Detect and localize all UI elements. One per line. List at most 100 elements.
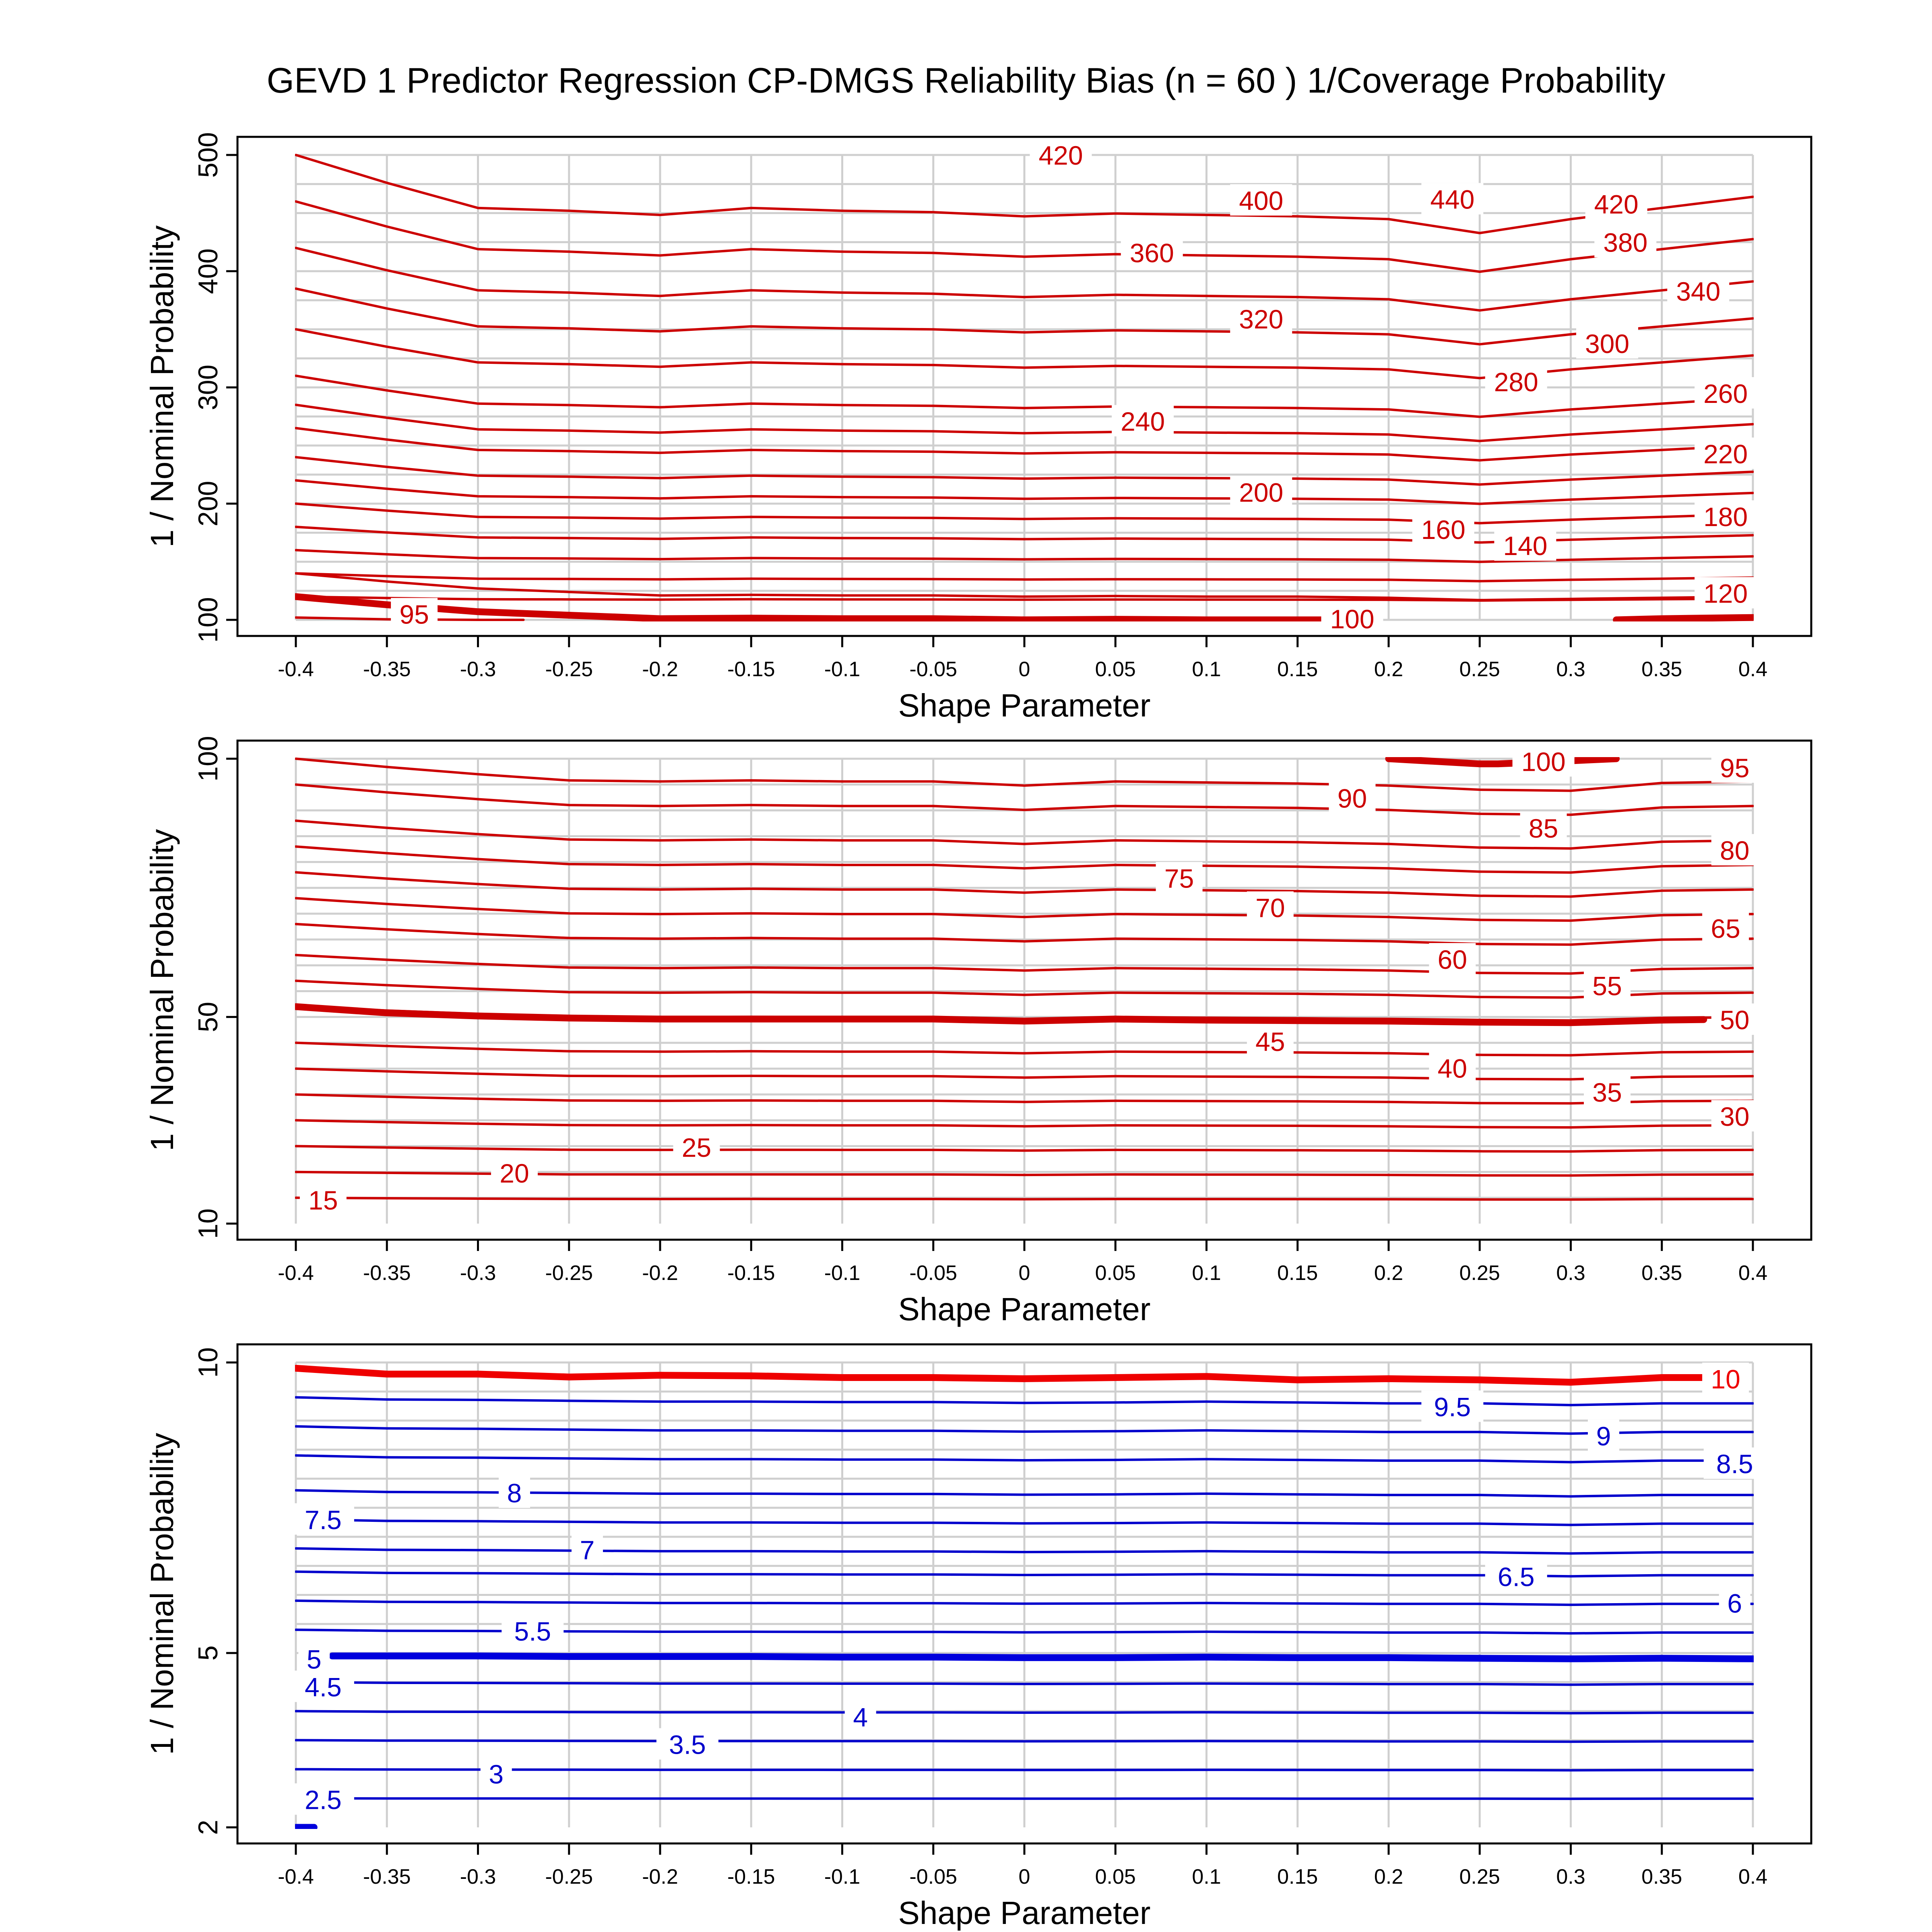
- contour-label: 70: [1255, 893, 1285, 923]
- contour-label: 95: [1720, 753, 1749, 783]
- contour-line: [295, 845, 1754, 874]
- x-axis-label: Shape Parameter: [898, 687, 1150, 723]
- contour-label-bg: [299, 1183, 347, 1215]
- contour-line: [295, 479, 1754, 505]
- contour-label-bg: [1121, 236, 1183, 268]
- x-tick-label: 0.1: [1192, 1865, 1221, 1889]
- contour-line: [295, 954, 1754, 975]
- contour-line: [295, 1739, 1754, 1743]
- contour-label-bg: [673, 1131, 720, 1163]
- contour-label-bg: [1703, 1447, 1766, 1479]
- contour-label-bg: [1485, 1560, 1547, 1592]
- y-tick-label: 10: [193, 1347, 223, 1378]
- contour-label-bg: [1711, 751, 1758, 783]
- x-tick-label: 0.1: [1192, 1261, 1221, 1285]
- x-tick-label: 0: [1019, 658, 1030, 681]
- x-tick-label: 0.4: [1738, 1261, 1767, 1285]
- x-tick-label: -0.25: [545, 1865, 593, 1889]
- x-tick-label: -0.15: [727, 1261, 775, 1285]
- contour-line: [295, 287, 1754, 346]
- contour-label-bg: [1494, 529, 1556, 561]
- contour-label-bg: [292, 1670, 354, 1702]
- contour-label: 420: [1594, 189, 1639, 219]
- contour-label-bg: [1156, 862, 1203, 894]
- contour-label-bg: [1321, 603, 1383, 634]
- contour-label-bg: [1230, 303, 1292, 334]
- contour-label: 20: [500, 1158, 529, 1188]
- contour-line-bold: [295, 1003, 1707, 1026]
- contour-line: [295, 502, 1754, 524]
- contour-label: 440: [1430, 185, 1474, 215]
- contour-label: 100: [1330, 604, 1374, 634]
- contour-label: 9.5: [1434, 1392, 1471, 1422]
- x-axis: -0.4 -0.35 -0.3 -0.25 -0.2 -0.15 -0.1 -0.05 0 0.0…: [278, 1843, 1767, 1889]
- contour-label: 7: [580, 1535, 595, 1565]
- x-tick-label: 0.2: [1374, 1865, 1403, 1889]
- contour-label: 180: [1703, 502, 1748, 532]
- contour-label: 15: [308, 1185, 338, 1215]
- contour-lines: [295, 1364, 1754, 1829]
- x-tick-label: 0: [1019, 1261, 1030, 1285]
- contour-label-bg: [1512, 745, 1575, 777]
- contour-labels: 10 9.5 9 8.5 8 7.5 7 6.5 6 5.5 54.5 4 3.5 3 2.5: [292, 1362, 1766, 1815]
- contour-label: 5.5: [514, 1616, 551, 1646]
- contour-label: 420: [1038, 140, 1083, 170]
- contour-label: 50: [1720, 1005, 1749, 1035]
- contour-label-bg: [1485, 365, 1547, 397]
- contour-label: 7.5: [305, 1505, 342, 1535]
- contour-line: [295, 1518, 1754, 1526]
- x-tick-label: 0.05: [1095, 1865, 1136, 1889]
- contour-label-bg: [1247, 891, 1294, 923]
- contour-label-bg: [298, 1643, 330, 1674]
- contour-label: 240: [1121, 407, 1165, 436]
- x-tick-label: -0.1: [824, 658, 861, 681]
- x-tick-label: -0.05: [909, 1261, 957, 1285]
- contour-label-bg: [572, 1533, 603, 1565]
- contour-label-bg: [1702, 1362, 1749, 1394]
- contour-label-bg: [1412, 513, 1474, 545]
- contour-label: 6.5: [1498, 1562, 1535, 1591]
- contour-label-bg: [1230, 184, 1292, 216]
- x-tick-label: -0.35: [363, 1261, 411, 1285]
- y-tick-label: 2: [193, 1820, 223, 1835]
- x-tick-label: 0.35: [1641, 1865, 1682, 1889]
- contour-label: 45: [1255, 1027, 1285, 1057]
- y-axis-label: 1 / Nominal Probability: [144, 829, 180, 1151]
- x-tick-label: 0.2: [1374, 1261, 1403, 1285]
- x-tick-label: 0.3: [1556, 658, 1585, 681]
- x-tick-label: -0.25: [545, 1261, 593, 1285]
- y-tick-label: 100: [193, 597, 223, 642]
- contour-label-bg: [1576, 327, 1638, 359]
- y-tick-label: 5: [193, 1645, 223, 1661]
- x-tick-label: -0.2: [642, 658, 678, 681]
- contour-line: [295, 1093, 1754, 1105]
- y-axis: 10 50 100: [193, 736, 237, 1239]
- contour-lines: [295, 757, 1754, 1201]
- contour-label: 9: [1596, 1421, 1611, 1451]
- contour-line: [295, 1041, 1754, 1057]
- x-tick-label: 0.05: [1095, 658, 1136, 681]
- contour-label-bg: [1520, 811, 1567, 843]
- figure-title: GEVD 1 Predictor Regression CP-DMGS Reli…: [267, 60, 1666, 100]
- x-tick-label: 0.15: [1277, 1865, 1318, 1889]
- x-tick-label: 0: [1019, 1865, 1030, 1889]
- contour-label-bg: [1667, 275, 1730, 306]
- x-tick-label: -0.4: [278, 1261, 314, 1285]
- contour-line: [295, 1067, 1754, 1081]
- contour-label: 60: [1438, 945, 1467, 974]
- y-tick-label: 100: [193, 736, 223, 781]
- contour-line: [295, 819, 1754, 850]
- contour-label-bg: [1695, 577, 1757, 609]
- y-axis-label: 1 / Nominal Probability: [144, 225, 180, 547]
- contour-line-bold: [1613, 614, 1754, 621]
- x-axis: -0.4 -0.35 -0.3 -0.25 -0.2 -0.15 -0.1 -0.05 0 0.0…: [278, 1240, 1767, 1285]
- x-tick-label: -0.1: [824, 1865, 861, 1889]
- contour-line: [295, 200, 1754, 273]
- contour-label-bg: [499, 1476, 530, 1508]
- contour-line: [295, 1196, 1754, 1201]
- contour-label: 340: [1676, 277, 1720, 306]
- contour-line: [295, 758, 1754, 792]
- contour-label: 360: [1130, 238, 1174, 268]
- contour-line-bold: [1385, 757, 1620, 768]
- contour-label: 140: [1503, 531, 1547, 561]
